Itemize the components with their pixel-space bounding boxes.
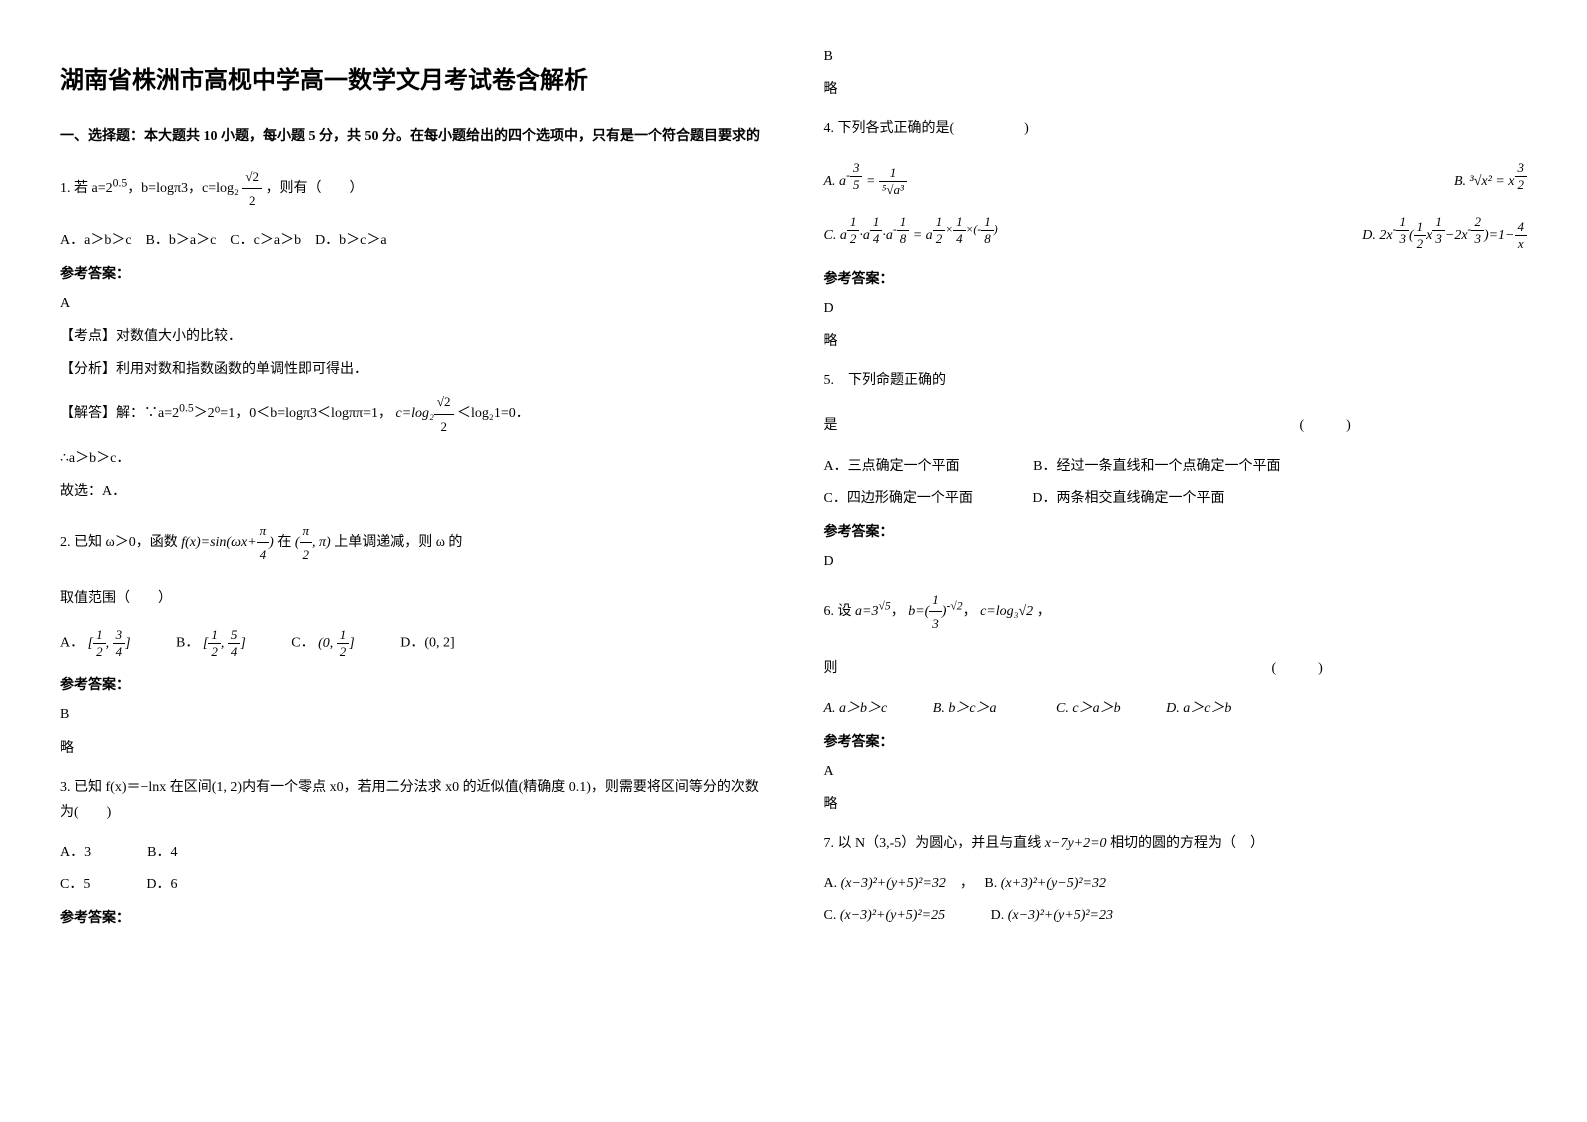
q6-b-expr: b=(13)-√2 [908,604,962,619]
q7-c-pre: C. [824,908,840,923]
q7-b-pre: B. [984,876,1000,891]
q2-b-val: [12, 54] [203,636,246,651]
q7-stem-pre: 7. 以 N（3,-5）为圆心，并且与直线 [824,836,1045,851]
q1-stem-sup: 0.5 [113,176,128,189]
q6-ans-label: 参考答案： [824,731,1528,751]
q1-clog: c=log₂ [395,406,433,421]
q5-ans: D [824,549,1528,574]
q2-fx: f(x)=sin(ωx+π4) [181,535,274,550]
q3-choices2: C．5 D．6 [60,873,764,893]
q6-c: C. c＞a＞b [1056,701,1121,716]
q2-c: C． [291,636,314,651]
q7-row1: A. (x−3)²+(y+5)²=32 ， B. (x+3)²+(y−5)²=3… [824,872,1528,892]
q1-fenxi: 【分析】利用对数和指数函数的单调性即可得出． [60,357,764,382]
q2-a-val: [12, 34] [88,636,131,651]
q6-stem-pre: 6. 设 [824,604,856,619]
q3-lue: 略 [824,77,1528,102]
question-3: 3. 已知 f(x)＝−lnx 在区间(1, 2)内有一个零点 x0，若用二分法… [60,775,764,825]
q6-c-expr: c=log₃√2 [980,604,1033,619]
q4-ans-label: 参考答案： [824,268,1528,288]
q2-line2: 取值范围（ ） [60,586,764,611]
q1-jieda-end: ＜log₂1=0． [457,406,530,421]
q5-a: A．三点确定一个平面 [824,459,960,474]
q2-ans: B [60,702,764,727]
q1-jieda-mid: ＞2⁰=1，0＜b=logπ3＜logππ=1， [194,406,392,421]
q5-b: B．经过一条直线和一个点确定一个平面 [1033,459,1280,474]
q7-stem-end: 相切的圆的方程为（ ） [1110,836,1264,851]
q2-lue: 略 [60,736,764,761]
q5-row1: A．三点确定一个平面 B．经过一条直线和一个点确定一个平面 [824,455,1528,475]
page-title: 湖南省株洲市高枧中学高一数学文月考试卷含解析 [60,60,764,95]
q2-stem-end: 上单调递减，则 ω 的 [334,535,462,550]
q4-b: B. ³√x² = x32 [1175,160,1527,198]
q2-b: B． [176,636,199,651]
q4-lue: 略 [824,329,1528,354]
q1-jieda: 【解答】解：∵a=20.5＞2⁰=1，0＜b=logπ3＜logππ=1， c=… [60,390,764,438]
q1-frac2: √22 [434,390,454,438]
q4-d: D. 2x-13(12x13−2x-23)=1−4x [1175,214,1527,252]
q4-ans: D [824,296,1528,321]
section-1-label: 一、选择题：本大题共 10 小题，每小题 5 分，共 50 分。在每小题给出的四… [60,125,764,145]
q2-d: D．(0, 2] [400,636,454,651]
q6-line2: 则 ( ) [824,656,1528,681]
right-column: B 略 4. 下列各式正确的是( ) A. a-35 = 1⁵√a³ B. ³√… [824,40,1528,1082]
q1-stem-end: ，则有（ ） [266,181,364,196]
q4-c: C. a12·a14·a-18 = a12×14×(-18) [824,214,1176,252]
q2-choices: A． [12, 34] B． [12, 54] C． (0, 12] D．(0,… [60,627,764,660]
q1-ans-label: 参考答案： [60,263,764,283]
q6-lue: 略 [824,792,1528,817]
q2-stem-mid: 在 [277,535,295,550]
q3-ans: B [824,44,1528,69]
q5-row2: C．四边形确定一个平面 D．两条相交直线确定一个平面 [824,487,1528,507]
q7-b-eq: (x+3)²+(y−5)²=32 [1001,876,1106,891]
q1-jieda2: ∴a＞b＞c． [60,446,764,471]
question-7: 7. 以 N（3,-5）为圆心，并且与直线 x−7y+2=0 相切的圆的方程为（… [824,831,1528,856]
q1-stem-pre: 1. 若 a=2 [60,181,113,196]
question-6: 6. 设 a=3√5， b=(13)-√2， c=log₃√2 ， [824,588,1528,636]
q6-d: D. a＞c＞b [1166,701,1231,716]
q1-jieda-sup: 0.5 [179,402,194,415]
q2-int: (π2, π) [295,535,331,550]
left-column: 湖南省株洲市高枧中学高一数学文月考试卷含解析 一、选择题：本大题共 10 小题，… [60,40,764,1082]
q1-choices: A．a＞b＞c B．b＞a＞c C．c＞a＞b D．b＞c＞a [60,229,764,249]
q7-eq: x−7y+2=0 [1045,836,1107,851]
q5-d: D．两条相交直线确定一个平面 [1032,491,1224,506]
question-5-pre: 5. 下列命题正确的 [824,368,1528,393]
q7-a-eq: (x−3)²+(y+5)²=32 [841,876,946,891]
q5-ans-label: 参考答案： [824,521,1528,541]
q6-choices: A. a＞b＞c B. b＞c＞a C. c＞a＞b D. a＞c＞b [824,697,1528,717]
q4-a: A. a-35 = 1⁵√a³ [824,160,1176,198]
q1-jieda3: 故选：A． [60,479,764,504]
q2-ans-label: 参考答案： [60,674,764,694]
q4-row2: C. a12·a14·a-18 = a12×14×(-18) D. 2x-13(… [824,214,1528,252]
q1-frac: √22 [242,165,262,213]
q1-kaodian: 【考点】对数值大小的比较． [60,324,764,349]
q7-d-eq: (x−3)²+(y+5)²=23 [1008,908,1113,923]
q5-c: C．四边形确定一个平面 [824,491,973,506]
q2-stem-pre: 2. 已知 ω＞0，函数 [60,535,181,550]
q1-ans: A [60,291,764,316]
q7-a-pre: A. [824,876,841,891]
q7-row2: C. (x−3)²+(y+5)²=25 D. (x−3)²+(y+5)²=23 [824,904,1528,924]
q6-stem-end: ， [1037,604,1051,619]
q7-c-eq: (x−3)²+(y+5)²=25 [840,908,945,923]
q3-choices1: A．3 B．4 [60,841,764,861]
q1-jieda-pre: 【解答】解：∵a=2 [60,406,179,421]
q2-c-val: (0, 12] [318,636,355,651]
q3-ans-label: 参考答案： [60,907,764,927]
question-4: 4. 下列各式正确的是( ) [824,116,1528,141]
q1-stem-mid: ，b=logπ3，c=log₂ [127,181,239,196]
q6-ans: A [824,759,1528,784]
question-1: 1. 若 a=20.5，b=logπ3，c=log₂ √22 ，则有（ ） [60,165,764,213]
q6-b: B. b＞c＞a [933,701,997,716]
q6-a: A. a＞b＞c [824,701,888,716]
q2-a: A． [60,636,84,651]
question-5-end: 是 ( ) [824,413,1528,438]
q7-d-pre: D. [991,908,1008,923]
q4-row1: A. a-35 = 1⁵√a³ B. ³√x² = x32 [824,160,1528,198]
q6-a-expr: a=3√5 [855,604,891,619]
question-2: 2. 已知 ω＞0，函数 f(x)=sin(ωx+π4) 在 (π2, π) 上… [60,519,764,567]
